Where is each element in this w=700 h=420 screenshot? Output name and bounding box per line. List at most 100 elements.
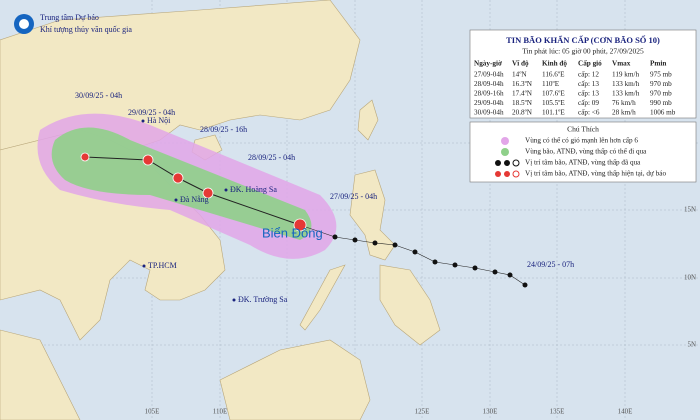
table-cell: 990 mb: [650, 99, 672, 107]
table-cell: 1006 mb: [650, 109, 676, 117]
legend-swatch: [501, 137, 509, 145]
past-points: [332, 234, 528, 288]
past-point: [412, 249, 418, 255]
bulletin-box: [469, 29, 697, 119]
logo-inner: [19, 19, 29, 29]
table-cell: cấp: 13: [578, 80, 599, 88]
place-marker: [232, 298, 236, 302]
table-cell: 110ºE: [542, 80, 560, 88]
longitude-label: 105E: [145, 408, 160, 416]
table-cell: 28 km/h: [612, 109, 636, 117]
time-label: 29/09/25 - 04h: [128, 108, 175, 117]
table-cell: 14ºN: [512, 71, 527, 79]
bulletin-table: Ngày-giờ Vĩ độ Kinh độ Cấp gió Vmax Pmin 27/09…: [474, 59, 676, 117]
legend-swatch: [495, 159, 520, 167]
table-cell: 975 mb: [650, 71, 672, 79]
past-point: [507, 272, 513, 278]
column-header: Cấp gió: [578, 59, 602, 68]
bulletin-title: TIN BÃO KHẨN CẤP (CƠN BÃO SỐ 10): [506, 35, 660, 45]
forecast-point: [80, 152, 90, 162]
column-header: Ngày-giờ: [474, 60, 502, 68]
table-cell: 116.6ºE: [542, 71, 565, 79]
past-point: [392, 242, 398, 248]
legend-swatch: [495, 170, 520, 178]
table-cell: 28/09-16h: [474, 90, 504, 98]
table-cell: 16.3ºN: [512, 80, 533, 88]
table-cell: 20.8ºN: [512, 109, 533, 117]
table-cell: 101.1ºE: [542, 109, 565, 117]
place-label: ĐK. Trường Sa: [238, 295, 288, 304]
past-point: [332, 234, 338, 240]
storm-path-zone: [51, 127, 312, 240]
table-cell: 133 km/h: [612, 90, 640, 98]
legend-swatch: [501, 148, 509, 156]
longitude-label: 125E: [415, 408, 430, 416]
mindanao-visayas: [379, 264, 441, 346]
place-marker: [174, 198, 178, 202]
table-cell: 107.6ºE: [542, 90, 565, 98]
time-label: 27/09/25 - 04h: [330, 192, 377, 201]
time-label: 30/09/25 - 04h: [75, 91, 122, 100]
past-point: [472, 265, 478, 271]
table-cell: cấp: 13: [578, 90, 599, 98]
legend-title: Chú Thích: [567, 125, 599, 134]
place-label: Đà Nẵng: [180, 195, 209, 204]
time-label: 24/09/25 - 07h: [527, 260, 574, 269]
palawan: [299, 264, 346, 331]
column-header: Vmax: [612, 60, 631, 68]
time-label: 28/09/25 - 04h: [248, 153, 295, 162]
table-cell: 105.5ºE: [542, 99, 565, 107]
table-cell: 28/09-04h: [474, 80, 504, 88]
past-point: [352, 237, 358, 243]
latitude-label: 10N: [684, 274, 696, 282]
legend-item: Vùng có thể có gió mạnh lên hơn cấp 6: [525, 136, 638, 145]
taiwan: [357, 99, 379, 141]
longitude-label: 130E: [483, 408, 498, 416]
table-cell: 27/09-04h: [474, 71, 504, 79]
place-marker: [142, 264, 146, 268]
past-point: [492, 269, 498, 275]
table-cell: 76 km/h: [612, 99, 636, 107]
legend-items: Vùng có thể có gió mạnh lên hơn cấp 6 Vùn…: [525, 136, 666, 178]
current-point: [293, 218, 307, 232]
forecast-point: [202, 187, 214, 199]
table-cell: cấp: 09: [578, 99, 599, 107]
luzon: [349, 169, 396, 261]
place-label: TP.HCM: [148, 261, 177, 270]
column-header: Kinh độ: [542, 60, 567, 68]
table-cell: cấp: <6: [578, 109, 600, 117]
table-cell: 133 km/h: [612, 80, 640, 88]
forecast-points: [80, 152, 307, 232]
table-cell: 970 mb: [650, 90, 672, 98]
column-header: Vĩ độ: [512, 60, 529, 68]
forecast-point: [142, 154, 154, 166]
place-label: Hà Nội: [147, 116, 171, 125]
longitude-label: 135E: [550, 408, 565, 416]
latitude-label: 5N: [687, 341, 696, 349]
place-label: ĐK. Hoàng Sa: [230, 185, 277, 194]
longitude-label: 140E: [618, 408, 633, 416]
longitude-label: 110E: [213, 408, 228, 416]
time-label: 28/09/25 - 16h: [200, 125, 247, 134]
latitude-label: 15N: [684, 206, 696, 214]
place-marker: [141, 119, 145, 123]
agency: Trung tâm Dự báo: [40, 13, 99, 22]
bulletin-issued: Tin phát lúc: 05 giờ 00 phút, 27/09/2025: [522, 47, 644, 56]
table-cell: 17.4ºN: [512, 90, 533, 98]
table-cell: 30/09-04h: [474, 109, 504, 117]
subagency: Khí tượng thủy văn quốc gia: [40, 25, 132, 34]
peninsula: [0, 329, 81, 420]
table-cell: 970 mb: [650, 80, 672, 88]
legend-item: Vị trí tâm bão, ATNĐ, vùng thấp hiện tại…: [525, 170, 666, 178]
past-point: [452, 262, 458, 268]
forecast-point: [172, 172, 184, 184]
borneo: [219, 339, 371, 420]
place-marker: [224, 188, 228, 192]
past-track: [299, 224, 526, 286]
column-header: Pmin: [650, 60, 666, 68]
legend-item: Vùng bão, ATNĐ, vùng thấp có thể đi qua: [525, 147, 647, 156]
table-cell: 18.5ºN: [512, 99, 533, 107]
legend-item: Vị trí tâm bão, ATNĐ, vùng thấp đã qua: [525, 159, 641, 167]
sea-label: Biển Đông: [262, 225, 323, 240]
